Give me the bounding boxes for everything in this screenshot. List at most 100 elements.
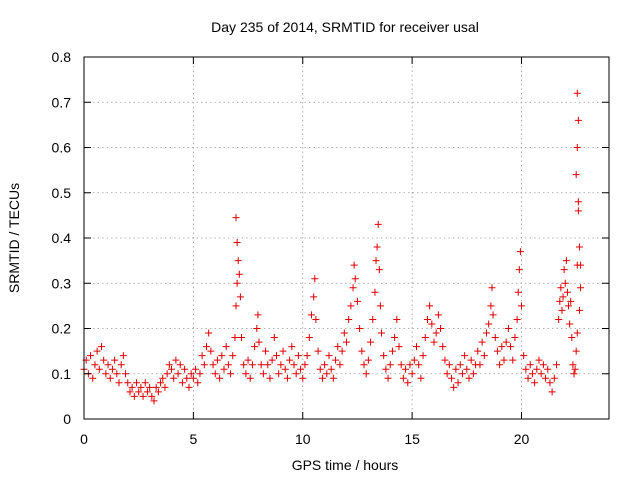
data-point	[443, 370, 451, 378]
data-point	[542, 374, 550, 382]
data-point	[200, 361, 208, 369]
data-point	[277, 361, 285, 369]
data-point	[117, 361, 125, 369]
data-point	[434, 311, 442, 319]
data-point	[544, 365, 552, 373]
data-point	[194, 379, 202, 387]
data-point	[430, 338, 438, 346]
data-point	[515, 266, 523, 274]
data-point	[183, 374, 191, 382]
data-point	[325, 352, 333, 360]
data-point	[232, 302, 240, 310]
data-point	[286, 356, 294, 364]
data-point	[168, 365, 175, 373]
x-tick-label: 5	[189, 431, 197, 447]
data-point	[187, 370, 195, 378]
data-point	[345, 315, 353, 323]
data-point	[227, 370, 235, 378]
data-points	[80, 89, 585, 405]
data-point	[574, 116, 582, 124]
data-point	[408, 370, 416, 378]
data-point	[172, 356, 180, 364]
data-point	[240, 361, 248, 369]
data-point	[251, 343, 259, 351]
data-point	[533, 365, 541, 373]
data-point	[419, 352, 427, 360]
data-point	[224, 361, 232, 369]
data-point	[222, 343, 230, 351]
data-point	[283, 374, 291, 382]
data-point	[537, 370, 545, 378]
grid	[84, 57, 609, 419]
data-point	[347, 302, 355, 310]
data-point	[268, 356, 276, 364]
data-point	[393, 315, 401, 323]
data-point	[148, 392, 156, 400]
data-point	[439, 343, 447, 351]
data-point	[242, 370, 250, 378]
data-point	[458, 370, 466, 378]
data-point	[568, 334, 576, 342]
data-point	[343, 338, 350, 346]
data-point	[569, 361, 577, 369]
data-point	[338, 347, 346, 355]
y-axis-label: SRMTID / TECUs	[6, 183, 22, 293]
data-point	[423, 315, 431, 323]
data-point	[176, 361, 184, 369]
data-point	[279, 347, 287, 355]
data-point	[524, 374, 532, 382]
data-point	[254, 311, 262, 319]
data-point	[573, 329, 581, 337]
data-point	[386, 361, 394, 369]
tick-labels: 0 0.1 0.2 0.3 0.4 0.5 0.6 0.7 0.8 0 5 10 15 20	[52, 49, 530, 447]
data-point	[181, 365, 189, 373]
data-point	[452, 365, 460, 373]
data-point	[575, 306, 583, 314]
data-point	[388, 347, 396, 355]
data-point	[122, 370, 130, 378]
data-point	[253, 325, 261, 332]
data-point	[233, 239, 241, 247]
data-point	[502, 338, 510, 346]
data-point	[308, 311, 315, 319]
data-point	[152, 383, 160, 391]
data-point	[496, 361, 504, 369]
data-point	[445, 361, 453, 369]
data-point	[336, 361, 344, 369]
data-point	[456, 361, 464, 369]
data-point	[558, 306, 566, 314]
data-point	[356, 325, 364, 332]
data-point	[577, 284, 585, 292]
data-point	[518, 302, 525, 310]
data-point	[476, 361, 484, 369]
data-point	[288, 343, 296, 351]
data-point	[504, 325, 512, 332]
data-point	[421, 334, 429, 342]
data-point	[163, 370, 171, 378]
data-point	[572, 347, 580, 355]
y-tick-label: 0.3	[52, 275, 72, 291]
data-point	[550, 374, 558, 382]
data-point	[410, 356, 418, 364]
data-point	[218, 352, 226, 360]
data-point	[402, 365, 410, 373]
data-point	[150, 397, 158, 405]
data-point	[513, 315, 521, 323]
data-point	[577, 261, 585, 269]
data-point	[108, 365, 116, 373]
data-point	[397, 361, 405, 369]
data-point	[294, 352, 302, 360]
data-point	[91, 361, 99, 369]
data-point	[203, 343, 210, 351]
data-point	[448, 374, 455, 382]
data-point	[244, 356, 252, 364]
data-point	[372, 257, 380, 265]
data-point	[207, 347, 215, 355]
data-point	[573, 89, 581, 97]
data-point	[133, 379, 140, 387]
data-point	[432, 329, 440, 337]
data-point	[318, 374, 326, 382]
x-tick-label: 15	[404, 431, 420, 447]
data-point	[327, 365, 335, 373]
data-point	[469, 370, 477, 378]
